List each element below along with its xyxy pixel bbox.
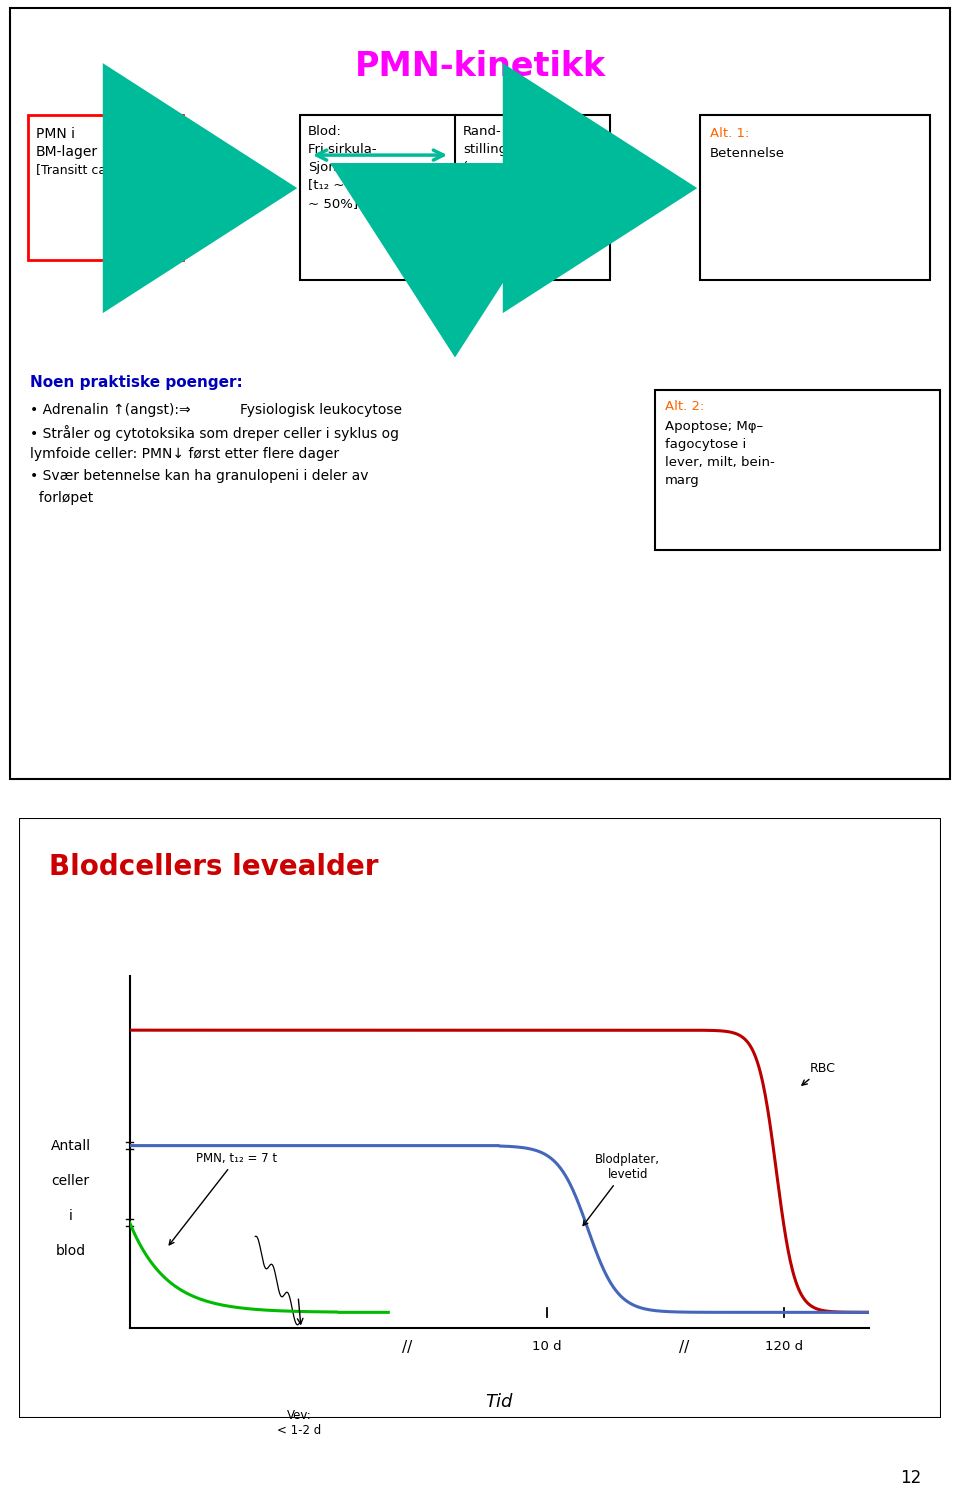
Bar	[28, 116, 183, 260]
Text: Noen praktiske poenger:: Noen praktiske poenger:	[30, 375, 243, 390]
Text: PMN, t₁₂ = 7 t: PMN, t₁₂ = 7 t	[169, 1151, 277, 1244]
Text: • Stråler og cytotoksika som dreper celler i syklus og: • Stråler og cytotoksika som dreper cell…	[30, 425, 399, 441]
Text: 12: 12	[900, 1469, 922, 1487]
Text: lever, milt, bein-: lever, milt, bein-	[665, 456, 775, 470]
Text: (margin-: (margin-	[463, 161, 520, 174]
Text: //: //	[401, 1339, 412, 1354]
Text: RBC: RBC	[802, 1061, 835, 1085]
Text: • Svær betennelse kan ha granulopeni i deler av: • Svær betennelse kan ha granulopeni i d…	[30, 470, 369, 483]
Text: ering): ering)	[463, 179, 503, 192]
Text: forløpet: forløpet	[30, 491, 93, 506]
Text: Vev:
< 1-2 d: Vev: < 1-2 d	[277, 1408, 322, 1436]
Text: [t₁₂ ~7 t.;: [t₁₂ ~7 t.;	[308, 179, 371, 192]
Text: PMN i: PMN i	[36, 128, 75, 141]
Text: Apoptose; Mφ–: Apoptose; Mφ–	[665, 420, 763, 434]
Text: Betennelse: Betennelse	[710, 147, 785, 161]
Bar	[700, 116, 930, 281]
Text: Blodplater,
levetid: Blodplater, levetid	[583, 1153, 660, 1225]
Text: Alt. 1:: Alt. 1:	[710, 128, 750, 140]
Text: [Transitt ca. 7 d.]: [Transitt ca. 7 d.]	[36, 164, 143, 176]
Text: stilling: stilling	[463, 143, 507, 156]
Text: blod: blod	[56, 1244, 85, 1258]
Bar	[300, 116, 610, 281]
Text: Blod:: Blod:	[308, 125, 342, 138]
Text: i: i	[68, 1210, 72, 1223]
Text: marg: marg	[665, 474, 700, 488]
Text: Rand-: Rand-	[463, 125, 502, 138]
Text: fagocytose i: fagocytose i	[665, 438, 746, 452]
Text: [~ 50%]: [~ 50%]	[463, 197, 518, 210]
Text: Blodcellers levealder: Blodcellers levealder	[49, 853, 379, 881]
Text: //: //	[679, 1339, 689, 1354]
Bar	[655, 390, 940, 551]
Text: Sjon: Sjon	[308, 161, 337, 174]
Text: Antall: Antall	[51, 1139, 90, 1153]
Text: Fysiologisk leukocytose: Fysiologisk leukocytose	[240, 404, 402, 417]
Text: celler: celler	[52, 1174, 89, 1187]
Text: BM-lager: BM-lager	[36, 146, 98, 159]
Text: Alt. 2:: Alt. 2:	[665, 401, 705, 413]
Text: lymfoide celler: PMN↓ først etter flere dager: lymfoide celler: PMN↓ først etter flere …	[30, 447, 339, 461]
Text: Tid: Tid	[486, 1393, 513, 1411]
Text: Fri sirkula-: Fri sirkula-	[308, 143, 376, 156]
Text: • Adrenalin ↑(angst):⇒: • Adrenalin ↑(angst):⇒	[30, 404, 191, 417]
Text: PMN-kinetikk: PMN-kinetikk	[354, 50, 606, 83]
Text: 10 d: 10 d	[533, 1339, 562, 1352]
Text: ~ 50%]: ~ 50%]	[308, 197, 358, 210]
Text: 120 d: 120 d	[765, 1339, 803, 1352]
